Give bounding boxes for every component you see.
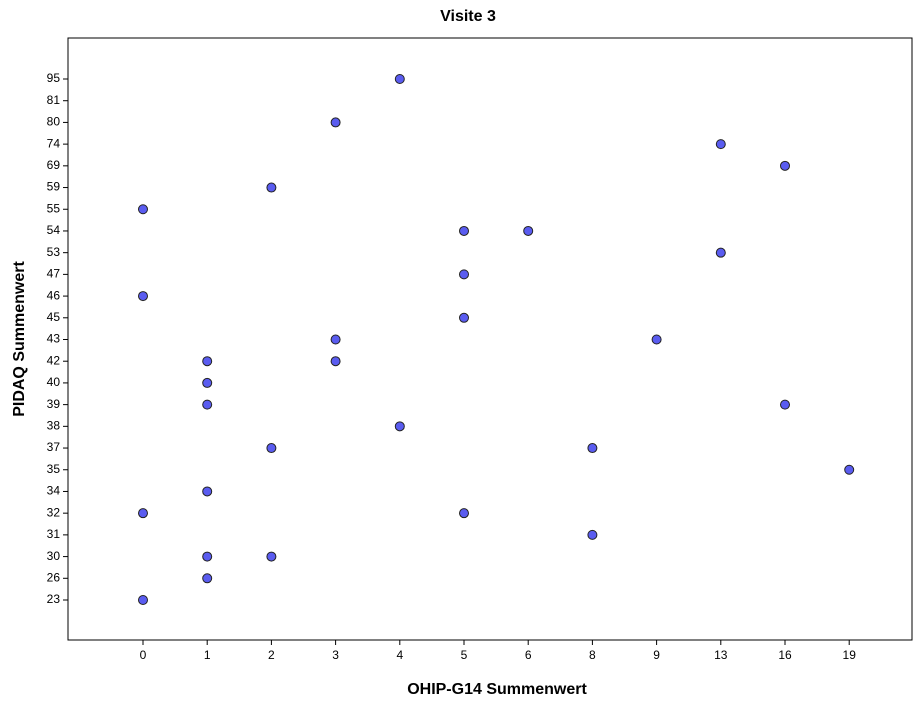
point [587,443,598,454]
point [715,139,726,150]
point [780,160,790,171]
point [138,595,148,605]
point [138,204,148,215]
x-tick-label: 13 [714,648,728,662]
y-tick-label: 23 [47,592,61,606]
point [138,508,148,519]
y-tick-label: 35 [47,462,61,476]
y-tick-label: 55 [47,201,61,215]
point [138,291,148,302]
y-tick-label: 43 [47,332,61,346]
point [459,508,469,519]
y-tick-label: 32 [47,505,61,519]
y-tick-label: 81 [47,93,61,107]
point [394,421,405,432]
x-tick-label: 16 [778,648,792,662]
y-tick-label: 53 [47,245,61,259]
point [202,486,213,497]
x-tick-label: 8 [589,648,596,662]
y-tick-label: 38 [47,419,61,433]
y-tick-label: 69 [47,158,61,172]
plot-frame [67,37,913,641]
y-tick-label: 39 [47,397,61,411]
x-tick-label: 19 [843,648,857,662]
y-tick-label: 47 [47,267,61,281]
x-tick-label: 1 [204,648,211,662]
point [651,334,662,345]
point [394,74,405,84]
y-tick-label: 54 [47,223,61,237]
point [780,399,790,410]
point [330,117,341,128]
y-tick-label: 31 [47,527,61,541]
point [202,399,213,410]
y-tick-label: 42 [47,353,61,367]
y-tick-label: 95 [47,71,61,85]
x-tick-label: 3 [332,648,339,662]
y-tick-label: 26 [47,570,61,584]
point [330,356,341,367]
point [266,551,277,562]
y-tick-label: 59 [47,180,61,194]
x-tick-label: 6 [525,648,532,662]
x-tick-label: 0 [140,648,147,662]
point [202,551,213,562]
point [202,356,213,367]
y-tick-label: 46 [47,288,61,302]
y-tick-label: 40 [47,375,61,389]
y-tick-label: 45 [47,310,61,324]
point [459,225,469,236]
y-tick-label: 34 [47,484,61,498]
point [266,443,277,454]
point [266,182,277,193]
point [330,334,341,345]
point [715,247,726,258]
point [202,573,213,584]
point [459,269,469,280]
point [844,464,855,475]
y-tick-label: 74 [47,136,61,150]
chart-title: Visite 3 [440,8,496,25]
x-tick-label: 5 [461,648,468,662]
point [459,312,469,323]
x-tick-label: 9 [653,648,660,662]
x-tick-label: 2 [268,648,275,662]
x-tick-label: 4 [396,648,403,662]
x-axis-label: OHIP-G14 Summenwert [407,681,587,698]
point [587,529,598,540]
y-tick-label: 37 [47,440,61,454]
y-axis-label: PIDAQ Summenwert [11,261,28,417]
y-tick-label: 30 [47,549,61,563]
y-tick-label: 80 [47,115,61,129]
point [523,225,534,236]
point [202,377,213,388]
